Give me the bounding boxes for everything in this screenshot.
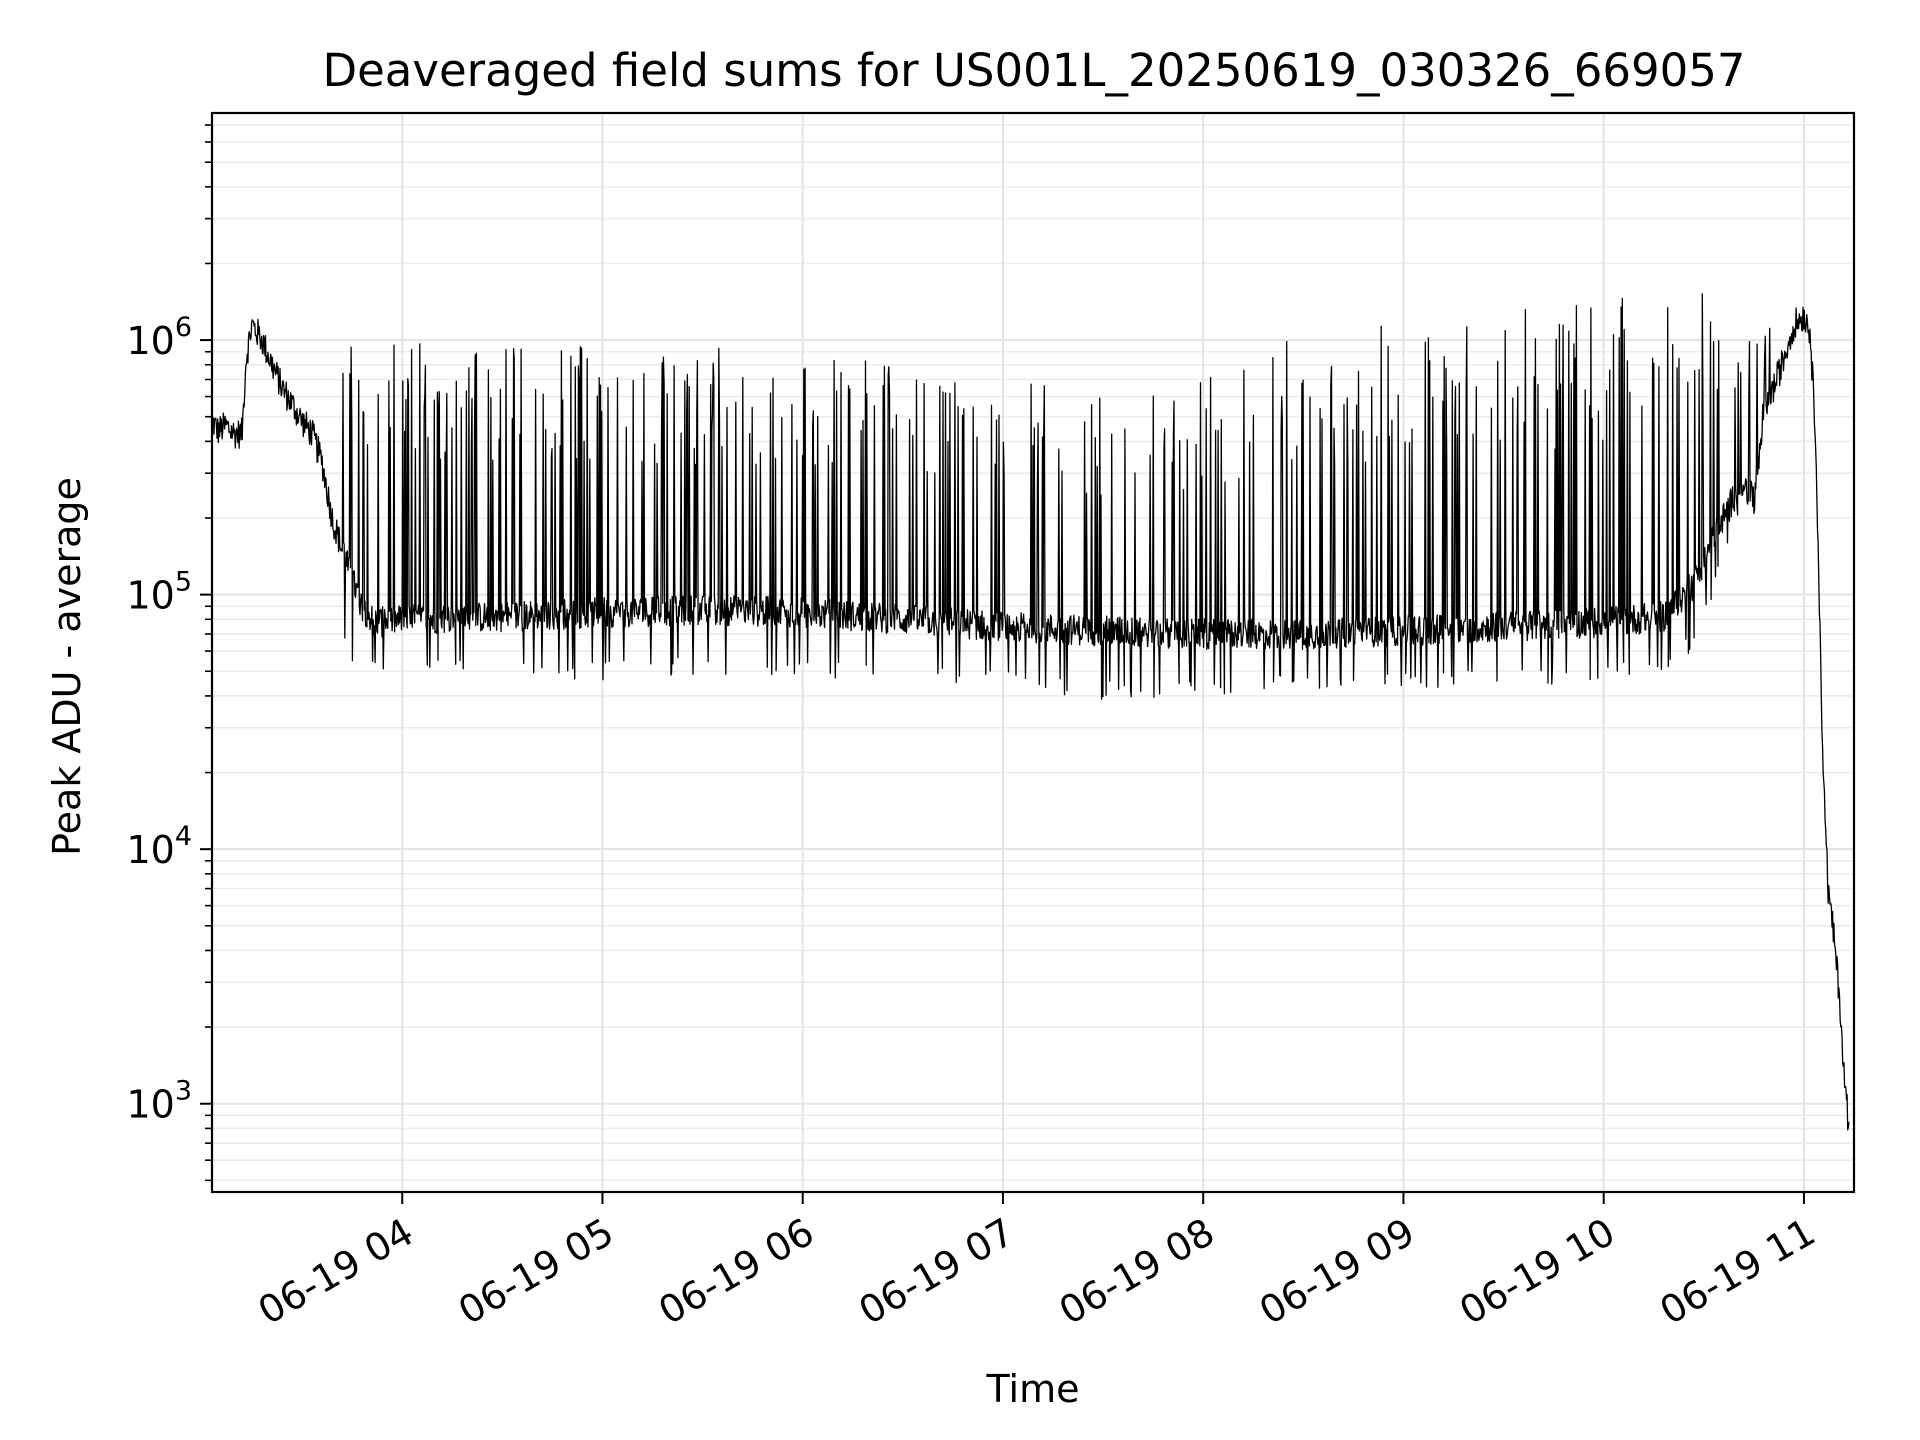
y-axis-label: Peak ADU - average — [45, 477, 89, 856]
y-tick-base: 10 — [126, 828, 174, 872]
x-tick-label: 06-19 10 — [1452, 1210, 1622, 1334]
x-tick-label: 06-19 06 — [651, 1210, 821, 1334]
x-tick-label: 06-19 07 — [851, 1210, 1021, 1334]
series-line — [211, 293, 1850, 1131]
series-layer — [211, 293, 1850, 1131]
y-tick-label: 103 — [126, 1076, 192, 1127]
y-tick-base: 10 — [126, 574, 174, 618]
x-tick-label: 06-19 08 — [1052, 1210, 1222, 1334]
chart-title: Deaveraged field sums for US001L_2025061… — [322, 44, 1745, 97]
x-axis-ticks: 06-19 04 06-19 05 06-19 06 06-19 07 06-19 08… — [251, 1192, 1822, 1334]
plot-frame — [210, 111, 1856, 1194]
y-tick-exponent: 4 — [175, 821, 192, 852]
y-tick-label: 105 — [126, 567, 192, 618]
y-tick-exponent: 6 — [175, 312, 192, 343]
y-tick-label: 106 — [126, 312, 192, 363]
y-tick-base: 10 — [126, 1083, 174, 1127]
x-tick-label: 06-19 04 — [251, 1210, 421, 1334]
y-tick-label: 104 — [126, 821, 192, 872]
y-tick-exponent: 3 — [175, 1076, 192, 1107]
x-axis-label: Time — [986, 1367, 1080, 1411]
x-tick-label: 06-19 09 — [1252, 1210, 1422, 1334]
x-tick-label: 06-19 11 — [1652, 1210, 1822, 1334]
x-tick-label: 06-19 05 — [451, 1210, 621, 1334]
y-tick-base: 10 — [126, 319, 174, 363]
y-tick-exponent: 5 — [175, 567, 192, 598]
